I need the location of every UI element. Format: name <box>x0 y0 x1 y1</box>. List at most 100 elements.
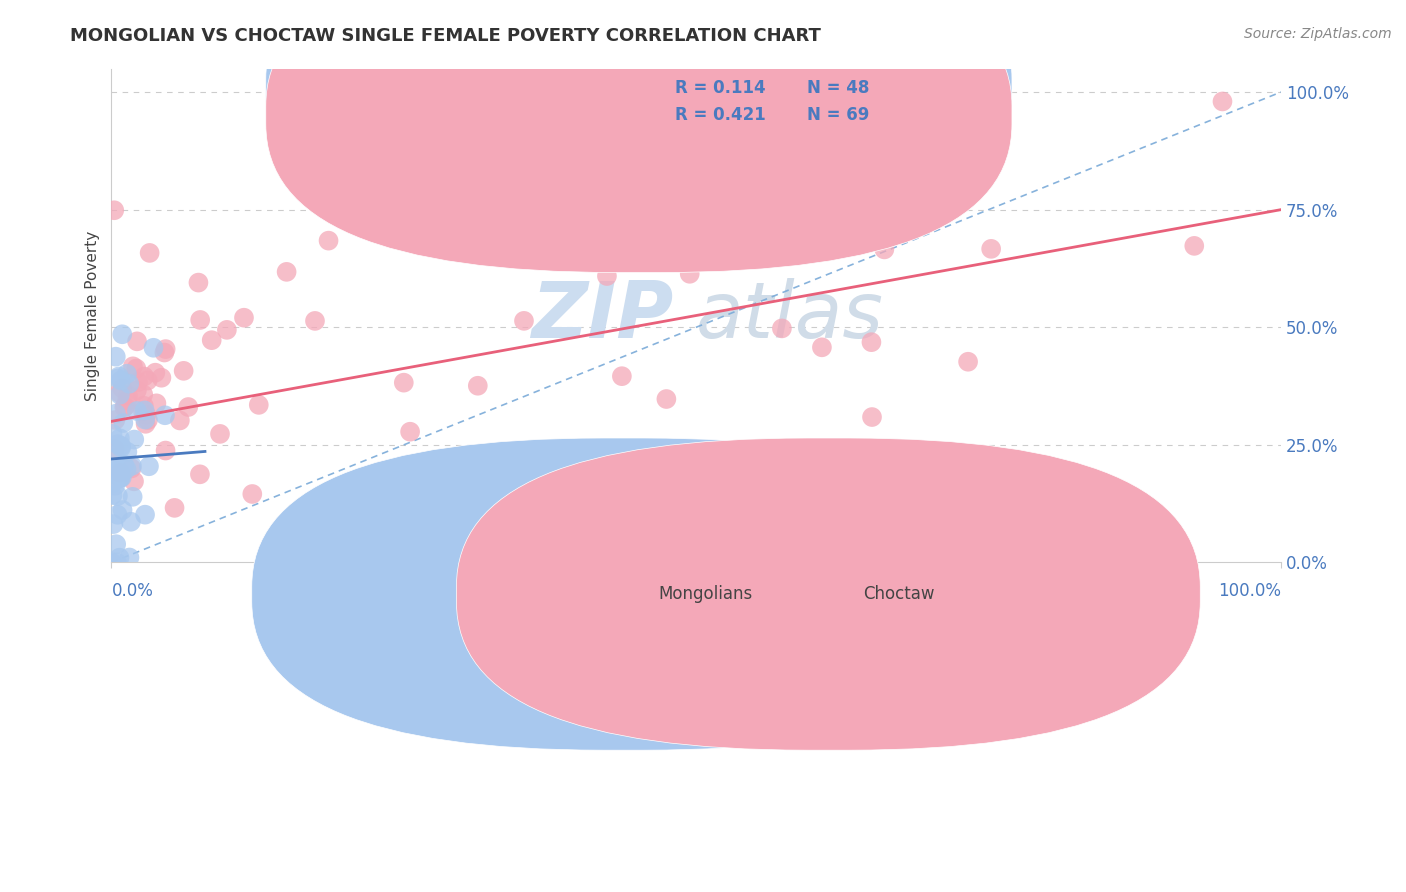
Text: N = 69: N = 69 <box>807 106 870 124</box>
Point <box>105 556 128 570</box>
Point <box>873 243 896 257</box>
Point <box>120 515 142 529</box>
Point <box>104 413 127 427</box>
Point <box>392 376 415 390</box>
Point <box>114 399 136 413</box>
Point <box>125 334 148 349</box>
Point <box>105 537 128 551</box>
Point <box>107 371 129 385</box>
Point <box>104 442 127 456</box>
Point <box>201 333 224 347</box>
Point <box>103 203 125 218</box>
Point <box>115 393 138 408</box>
Point <box>153 345 176 359</box>
Point <box>104 350 127 364</box>
Point <box>908 150 931 164</box>
Point <box>135 408 157 422</box>
Point <box>134 508 156 522</box>
Point <box>770 321 793 335</box>
Point <box>111 470 134 484</box>
Text: atlas: atlas <box>696 277 884 353</box>
FancyBboxPatch shape <box>266 0 1012 273</box>
Point <box>115 462 138 476</box>
Text: R = 0.114: R = 0.114 <box>675 78 766 97</box>
Point <box>593 481 616 495</box>
Point <box>122 359 145 374</box>
Point <box>860 410 883 425</box>
Point <box>145 396 167 410</box>
Point <box>125 384 148 398</box>
Point <box>467 378 489 392</box>
Point <box>110 441 132 455</box>
Point <box>108 388 131 402</box>
Point <box>240 487 263 501</box>
Point <box>957 355 980 369</box>
Point <box>112 416 135 430</box>
Point <box>491 250 513 264</box>
Point <box>121 458 143 473</box>
Point <box>655 392 678 406</box>
Point <box>107 489 129 503</box>
Point <box>101 426 124 441</box>
Point <box>108 466 131 480</box>
Point <box>187 276 209 290</box>
Point <box>610 369 633 384</box>
Point <box>132 387 155 401</box>
Point <box>104 463 127 477</box>
Point <box>101 488 124 502</box>
Text: R = 0.421: R = 0.421 <box>675 106 766 124</box>
Point <box>208 426 231 441</box>
Point <box>233 310 256 325</box>
Point <box>118 550 141 565</box>
FancyBboxPatch shape <box>596 76 936 145</box>
Point <box>138 459 160 474</box>
Point <box>150 370 173 384</box>
Point <box>110 467 132 481</box>
Point <box>108 385 131 400</box>
Point <box>177 400 200 414</box>
Point <box>111 381 134 395</box>
Point <box>107 508 129 522</box>
Point <box>155 342 177 356</box>
Point <box>811 340 834 354</box>
Text: ZIP: ZIP <box>530 277 673 353</box>
Point <box>596 268 619 283</box>
Point <box>111 503 134 517</box>
Point <box>100 556 122 570</box>
Point <box>127 375 149 389</box>
Point <box>980 242 1002 256</box>
Text: Mongolians: Mongolians <box>659 585 754 603</box>
Point <box>122 433 145 447</box>
Point <box>108 431 131 445</box>
Point <box>108 369 131 384</box>
Point <box>104 407 127 421</box>
Point <box>513 314 536 328</box>
Point <box>125 404 148 418</box>
Point <box>142 341 165 355</box>
Point <box>247 398 270 412</box>
Point <box>104 479 127 493</box>
Text: N = 48: N = 48 <box>807 78 870 97</box>
Point <box>134 412 156 426</box>
Text: 100.0%: 100.0% <box>1218 582 1281 600</box>
Point <box>118 376 141 391</box>
Point <box>572 240 595 254</box>
Point <box>304 314 326 328</box>
FancyBboxPatch shape <box>252 438 995 750</box>
Point <box>135 417 157 431</box>
Point <box>111 327 134 342</box>
Point <box>1211 95 1233 109</box>
Point <box>173 364 195 378</box>
FancyBboxPatch shape <box>266 0 1012 245</box>
Point <box>860 335 883 350</box>
Point <box>107 463 129 477</box>
Point <box>112 401 135 415</box>
Text: Choctaw: Choctaw <box>863 585 935 603</box>
Point <box>143 366 166 380</box>
Point <box>276 265 298 279</box>
Point <box>125 361 148 376</box>
Text: MONGOLIAN VS CHOCTAW SINGLE FEMALE POVERTY CORRELATION CHART: MONGOLIAN VS CHOCTAW SINGLE FEMALE POVER… <box>70 27 821 45</box>
Point <box>108 471 131 485</box>
Point <box>101 476 124 491</box>
Point <box>107 437 129 451</box>
